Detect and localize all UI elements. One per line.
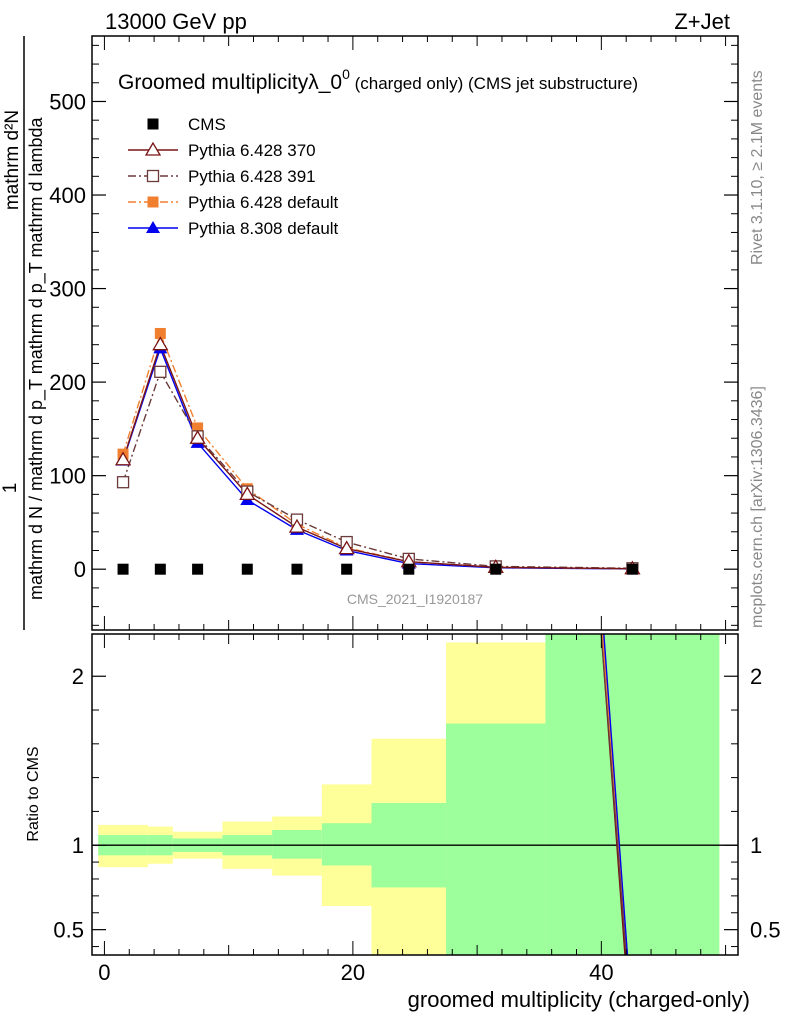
legend-label: CMS	[188, 115, 226, 134]
main-y-tick-label: 400	[49, 183, 86, 208]
data-point-s1-4	[288, 518, 306, 533]
main-y-tick-label: 100	[49, 464, 86, 489]
ratio-lines	[600, 633, 629, 956]
ratio-y-tick-label-right: 1	[750, 833, 762, 858]
title-main: Groomed multiplicityλ_0	[118, 71, 342, 94]
ratio-y-tick-label: 2	[72, 664, 84, 689]
data-point-s0-0	[117, 563, 129, 575]
legend: CMS Pythia 6.428 370 Pythia 6.428 391 Pythi…	[128, 115, 339, 238]
mcplots-label: mcplots.cern.ch [arXiv:1306.3436]	[749, 386, 766, 628]
ratio-y-tick-label: 1	[72, 833, 84, 858]
data-point-s1-3	[239, 486, 256, 501]
series-line-2	[122, 370, 633, 569]
data-point-s1-0	[114, 451, 132, 466]
title-superscript: 0	[342, 66, 350, 82]
data-point-s0-2	[192, 563, 204, 575]
data-point-s0-6	[403, 563, 415, 575]
main-y-label: mathrm d²N 1 mathrm d N / mathrm d p_T m…	[0, 36, 47, 630]
ylabel-denominator: mathrm d N / mathrm d p_T mathrm d p_T m…	[26, 117, 47, 600]
ratio-panel: 0.5 0.51 12 20 20 40 Ratio to CMS groomed mul…	[25, 633, 781, 1012]
main-y-tick-label: 300	[49, 277, 86, 302]
rivet-label: Rivet 3.1.10, ≥ 2.1M events	[749, 70, 766, 265]
ratio-y-tick-label: 0.5	[53, 918, 84, 943]
main-y-tick-label: 500	[49, 89, 86, 114]
x-axis-label: groomed multiplicity (charged-only)	[408, 987, 750, 1012]
ratio-axes: 0.5 0.51 12 20 20 40	[53, 634, 781, 985]
legend-item-0: CMS	[147, 115, 226, 134]
series-line-3	[122, 331, 633, 570]
data-point-s2-0	[116, 476, 130, 489]
legend-label: Pythia 8.308 default	[188, 219, 339, 238]
ylabel-numerator: mathrm d²N	[2, 110, 23, 210]
ratio-line-3	[603, 633, 629, 956]
chart-title: Groomed multiplicityλ_00 (charged only) …	[118, 66, 638, 94]
legend-item-2: Pythia 6.428 391	[128, 167, 316, 186]
data-point-s0-8	[626, 563, 638, 575]
series-line-1	[122, 342, 633, 570]
data-point-s2-1	[154, 365, 167, 378]
data-point-s3-1	[154, 327, 166, 339]
ratio-y-tick-label-right: 0.5	[750, 918, 781, 943]
legend-marker	[146, 221, 160, 233]
x-tick-label: 40	[589, 960, 613, 985]
legend-item-1: Pythia 6.428 370	[128, 141, 316, 160]
main-frame	[91, 35, 739, 631]
energy-label: 13000 GeV pp	[105, 9, 247, 34]
legend-label: Pythia 6.428 default	[188, 193, 339, 212]
data-point-s0-4	[291, 563, 303, 575]
main-panel: 0 100 200 300 400 500 Groomed multiplicityλ_0…	[0, 35, 739, 631]
x-tick-label: 20	[341, 960, 365, 985]
data-point-s1-5	[338, 540, 355, 555]
ratio-inner-band-7	[446, 723, 546, 955]
ratio-bands	[98, 634, 720, 955]
x-tick-label: 0	[98, 960, 110, 985]
main-y-axis: 0 100 200 300 400 500	[49, 36, 738, 630]
main-marks	[114, 327, 641, 575]
data-point-s1-2	[189, 429, 206, 444]
title-suffix: (charged only) (CMS jet substructure)	[350, 74, 638, 93]
legend-item-3: Pythia 6.428 default	[128, 193, 339, 212]
process-label: Z+Jet	[674, 9, 730, 34]
reference-label: CMS_2021_I1920187	[347, 591, 483, 607]
data-point-s0-1	[154, 563, 166, 575]
data-point-s3-2	[192, 422, 204, 434]
ratio-inner-band-8	[545, 634, 720, 955]
ratio-line-1	[600, 633, 627, 956]
legend-marker	[147, 196, 159, 208]
legend-label: Pythia 6.428 370	[188, 141, 316, 160]
legend-marker	[147, 118, 159, 130]
legend-marker	[146, 169, 160, 183]
legend-label: Pythia 6.428 391	[188, 167, 316, 186]
legend-marker	[144, 141, 162, 156]
data-point-s0-7	[490, 563, 502, 575]
ylabel-one: 1	[0, 483, 21, 494]
ratio-y-label: Ratio to CMS	[25, 746, 42, 841]
data-point-s0-3	[241, 563, 253, 575]
data-point-s1-1	[152, 336, 169, 351]
ratio-y-tick-label-right: 2	[750, 664, 762, 689]
legend-item-4: Pythia 8.308 default	[128, 219, 339, 238]
ratio-frame	[91, 633, 739, 956]
data-point-s0-5	[341, 563, 353, 575]
main-y-tick-label: 200	[49, 370, 86, 395]
ratio-inner-band-5	[321, 823, 372, 866]
series-line-4	[122, 346, 633, 570]
ratio-inner-band-4	[272, 829, 322, 859]
main-y-tick-label: 0	[74, 557, 86, 582]
